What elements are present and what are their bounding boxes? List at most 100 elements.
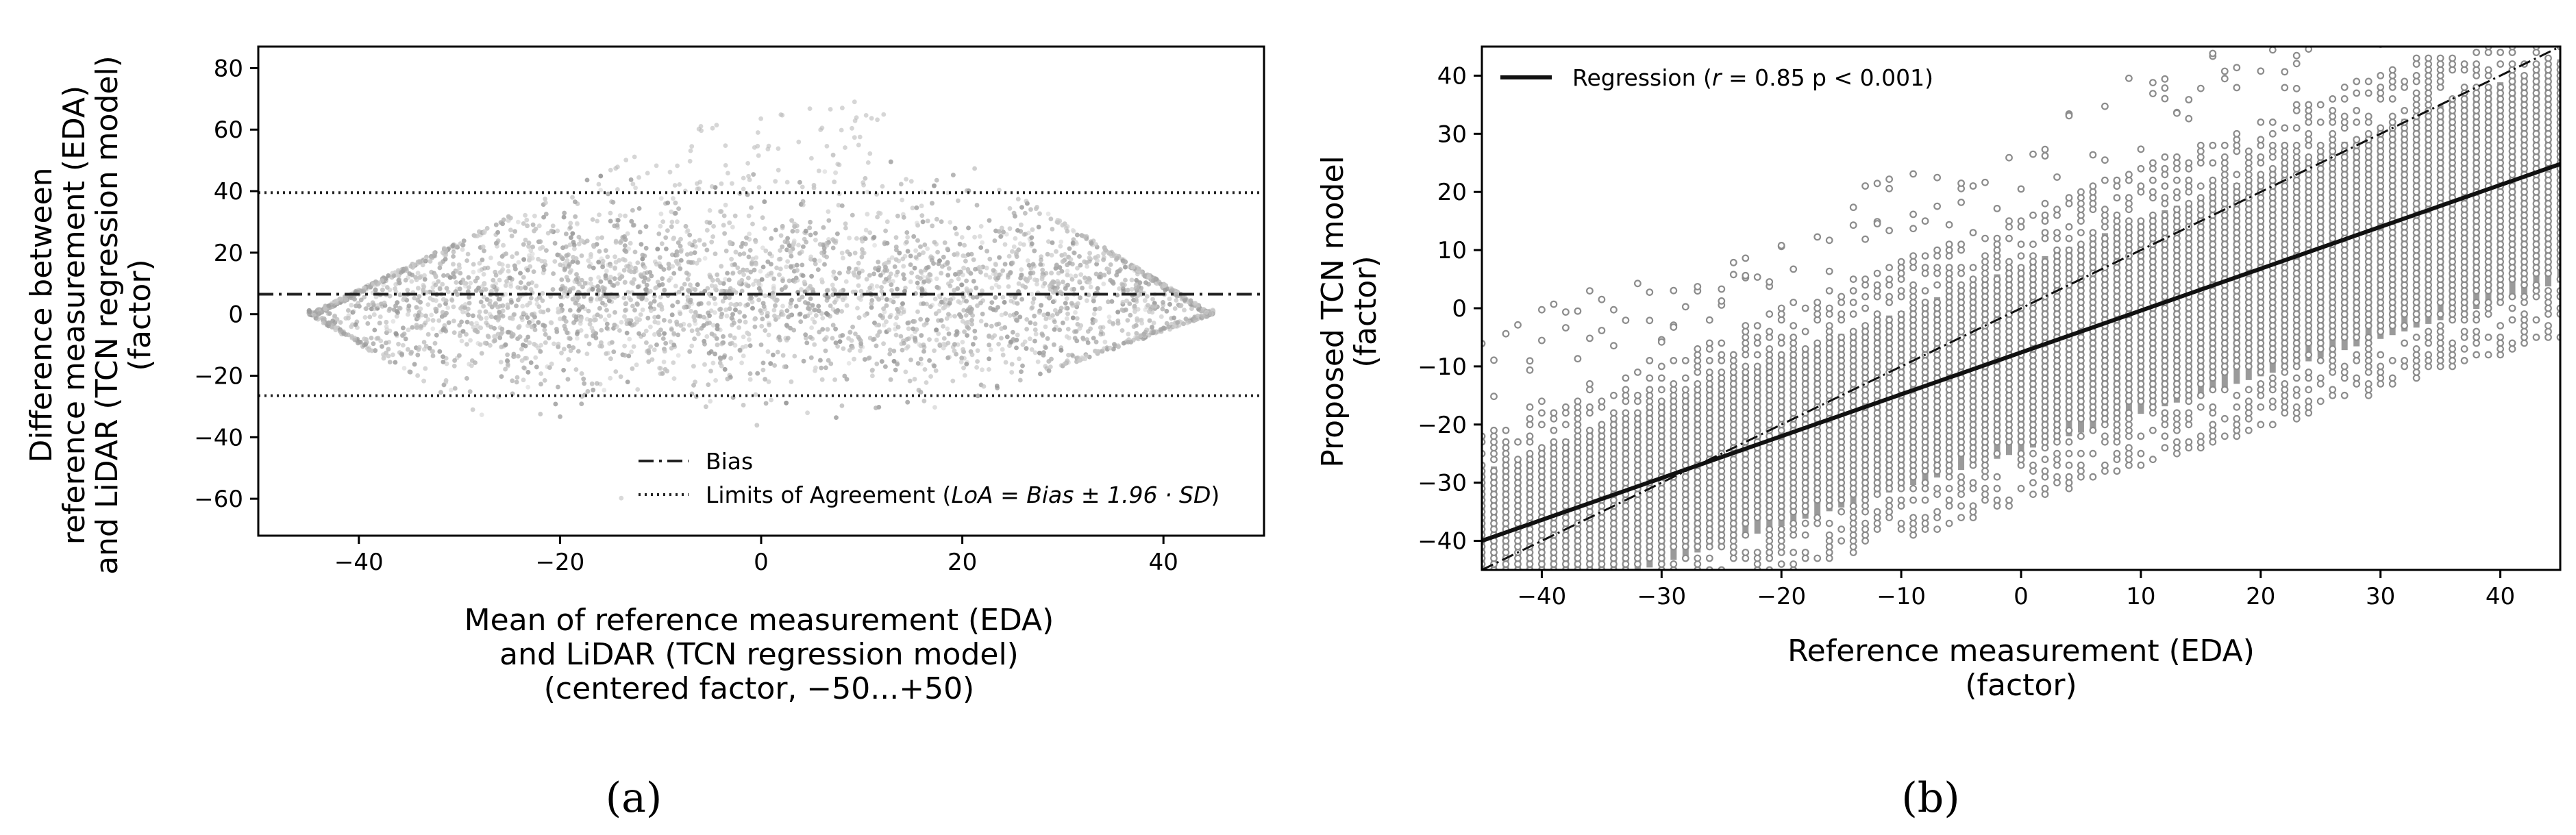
- a-point: [715, 342, 720, 347]
- a-point: [579, 253, 584, 258]
- a-point: [596, 275, 601, 280]
- a-point: [792, 353, 797, 359]
- a-point: [898, 334, 904, 339]
- a-point: [746, 254, 752, 260]
- a-point: [875, 214, 880, 220]
- a-point: [765, 273, 770, 279]
- a-point: [637, 229, 643, 235]
- a-point: [1167, 297, 1172, 301]
- a-point: [723, 202, 728, 208]
- a-point: [777, 272, 782, 277]
- a-point: [1150, 297, 1155, 302]
- a-point: [763, 248, 769, 253]
- a-point: [438, 390, 443, 395]
- a-point: [835, 344, 840, 349]
- a-point: [590, 217, 595, 222]
- a-point: [708, 399, 713, 404]
- a-point: [972, 234, 977, 240]
- a-point: [841, 256, 845, 261]
- a-point: [1093, 339, 1099, 345]
- a-point: [723, 277, 728, 282]
- a-point: [451, 319, 456, 323]
- a-point: [671, 331, 677, 336]
- a-point: [1041, 312, 1047, 318]
- a-point: [812, 258, 817, 263]
- a-point: [963, 313, 969, 318]
- a-point: [826, 218, 832, 223]
- a-point: [881, 323, 887, 328]
- a-point: [652, 314, 657, 320]
- a-point: [804, 240, 809, 245]
- a-point: [1075, 232, 1080, 238]
- a-point: [819, 377, 825, 382]
- a-point: [660, 336, 666, 341]
- a-point: [874, 284, 880, 289]
- a-point: [643, 328, 649, 334]
- a-point: [573, 214, 578, 219]
- a-point: [771, 308, 777, 313]
- a-point: [1106, 314, 1112, 319]
- a-point: [1009, 370, 1015, 375]
- a-point: [966, 325, 971, 331]
- a-point: [854, 266, 858, 272]
- a-point: [1161, 300, 1165, 305]
- a-point: [451, 363, 457, 369]
- a-point: [459, 319, 464, 325]
- a-point: [391, 319, 396, 324]
- a-point: [591, 387, 596, 392]
- a-point: [516, 297, 521, 303]
- a-point: [449, 297, 454, 302]
- a-point: [640, 307, 645, 312]
- a-point: [813, 261, 818, 266]
- a-point: [663, 340, 669, 346]
- a-point: [667, 278, 671, 283]
- a-point: [1029, 235, 1035, 240]
- a-point: [809, 325, 814, 330]
- a-point: [1021, 242, 1026, 247]
- a-point: [975, 359, 980, 364]
- a-point: [1159, 314, 1164, 319]
- a-point: [859, 254, 865, 260]
- a-point: [479, 351, 484, 356]
- a-point: [889, 255, 895, 260]
- a-point: [840, 333, 845, 338]
- a-point: [934, 276, 939, 282]
- a-point: [1101, 282, 1106, 286]
- a-point: [528, 360, 534, 365]
- a-point: [843, 225, 848, 231]
- a-point: [658, 196, 664, 201]
- a-point: [415, 297, 421, 303]
- a-point: [1015, 228, 1020, 233]
- a-point: [1108, 262, 1113, 267]
- a-point: [760, 316, 765, 322]
- a-point: [449, 387, 454, 392]
- a-point: [773, 227, 778, 233]
- a-point: [481, 272, 486, 277]
- a-point: [760, 215, 765, 221]
- a-point: [508, 227, 513, 233]
- a-point: [575, 336, 580, 341]
- a-point: [671, 360, 676, 365]
- a-point: [1132, 309, 1137, 314]
- a-point: [713, 301, 718, 307]
- a-point: [900, 197, 905, 203]
- a-point: [972, 166, 977, 171]
- a-point: [1004, 232, 1009, 237]
- a-point: [559, 350, 564, 356]
- a-point: [905, 249, 911, 254]
- a-point: [1043, 364, 1048, 369]
- a-point: [603, 248, 608, 253]
- a-point: [418, 324, 423, 329]
- a-point: [521, 377, 526, 383]
- a-point: [445, 306, 451, 310]
- a-point: [726, 277, 732, 283]
- a-point: [824, 298, 830, 303]
- a-point: [695, 327, 700, 333]
- a-point: [1030, 300, 1036, 306]
- a-point: [1058, 244, 1063, 249]
- a-point: [1017, 241, 1023, 247]
- a-point: [430, 326, 436, 332]
- a-point: [458, 306, 463, 311]
- a-point: [542, 378, 547, 383]
- a-point: [451, 262, 456, 267]
